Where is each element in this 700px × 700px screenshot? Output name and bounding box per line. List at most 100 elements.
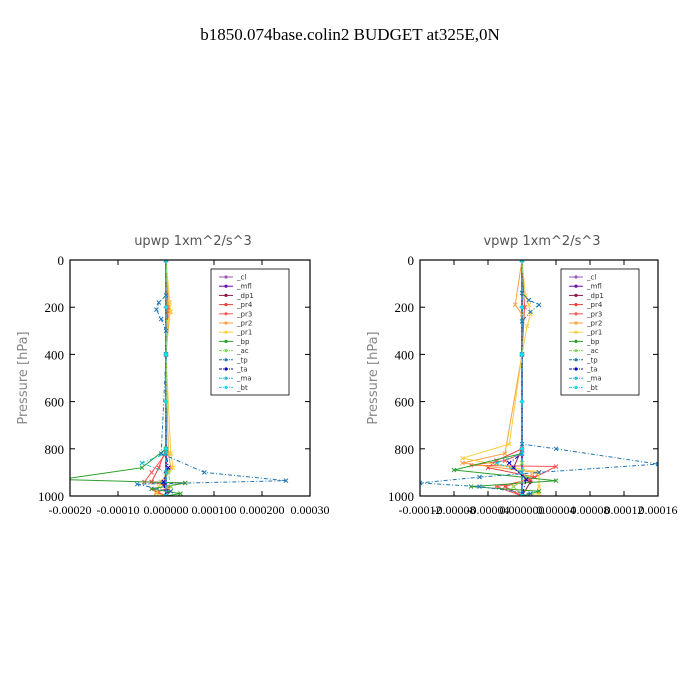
upwp-legend-label: _pr4	[236, 301, 253, 309]
upwp-legend-marker	[224, 275, 228, 279]
vpwp-legend-marker	[574, 330, 578, 334]
vpwp-y-tick-label: 1000	[388, 489, 414, 504]
vpwp-y-tick-label: 600	[395, 395, 415, 410]
upwp-y-tick-label: 0	[58, 253, 65, 268]
vpwp-data-point	[477, 484, 482, 489]
upwp-data-point	[163, 493, 169, 496]
vpwp-data-point	[522, 304, 527, 310]
vpwp-legend-label: _dp1	[586, 292, 604, 300]
vpwp-data-point	[526, 302, 532, 308]
upwp-data-point	[163, 493, 169, 496]
vpwp-legend-marker	[574, 293, 578, 297]
vpwp-data-point	[553, 446, 559, 452]
vpwp-data-point	[536, 488, 542, 494]
upwp-y-tick-label: 800	[45, 442, 65, 457]
vpwp-series-line-pr4	[486, 260, 537, 496]
vpwp-series-line-pr3	[470, 260, 557, 496]
vpwp-y-tick-label: 400	[395, 347, 415, 362]
vpwp-data-point	[477, 474, 482, 480]
vpwp-data-point	[655, 461, 658, 467]
vpwp-legend-marker	[574, 321, 578, 325]
vpwp-data-point	[519, 399, 525, 405]
vpwp-x-tick-label: -0.00008	[433, 503, 476, 517]
upwp-data-point	[163, 260, 169, 263]
upwp-legend-label: _ac	[236, 347, 249, 355]
upwp-series-line-bp	[70, 260, 186, 496]
upwp-legend-label: _ta	[236, 366, 248, 374]
figure-title: b1850.074base.colin2 BUDGET at325E,0N	[200, 25, 500, 44]
upwp-data-point	[167, 300, 173, 305]
vpwp-data-point	[506, 441, 512, 447]
vpwp-axes-frame	[419, 259, 659, 497]
vpwp-panel: vpwp 1xm^2/s^3 Pressure [hPa] 0 200 400 600…	[366, 234, 678, 517]
upwp-y-axis-label: Pressure [hPa]	[16, 331, 31, 424]
vpwp-data-point	[511, 484, 516, 489]
upwp-data-point	[163, 451, 169, 456]
vpwp-data-point	[553, 478, 559, 484]
vpwp-x-tick-label: -0.00012	[399, 503, 442, 517]
upwp-y-tick-label: 600	[45, 395, 65, 410]
vpwp-legend-marker	[574, 284, 578, 288]
vpwp-data-point	[523, 477, 529, 482]
vpwp-data-point	[519, 451, 525, 456]
upwp-legend-marker	[224, 349, 228, 353]
upwp-data-point	[154, 307, 159, 312]
vpwp-y-axis-label: Pressure [hPa]	[366, 331, 381, 424]
upwp-legend-marker	[224, 293, 228, 297]
upwp-legend-marker	[224, 321, 228, 325]
upwp-legend-marker	[224, 330, 228, 334]
upwp-plot-area: 0 200 400 600 800 1000-0.00020 -0.00010 0.00000…	[38, 253, 330, 517]
upwp-legend-marker	[224, 376, 228, 380]
upwp-x-tick-label: 0.000100	[192, 503, 237, 517]
vpwp-legend-label: _ta	[586, 366, 598, 374]
vpwp-x-tick-label: 0.00012	[605, 503, 644, 517]
upwp-y-tick-label: 400	[45, 347, 65, 362]
vpwp-legend-label: _pr4	[586, 301, 603, 309]
vpwp-legend-label: _bt	[586, 384, 598, 392]
upwp-data-point	[178, 491, 183, 496]
vpwp-y-tick-label: 800	[395, 442, 415, 457]
upwp-y-tick-label: 200	[45, 300, 65, 315]
vpwp-legend-label: _ac	[586, 347, 599, 355]
vpwp-data-point	[519, 260, 525, 263]
upwp-legend-label: _cl	[236, 274, 246, 282]
upwp-data-point	[139, 465, 145, 471]
upwp-x-tick-label: 0.000000	[144, 503, 189, 517]
upwp-x-tick-label: 0.000200	[240, 503, 285, 517]
upwp-data-point	[139, 460, 145, 466]
vpwp-plot-area: 0 200 400 600 800 1000-0.00012-0.00008-0.0000…	[388, 253, 678, 517]
upwp-legend-label: _bp	[236, 338, 250, 346]
vpwp-data-point	[519, 351, 525, 357]
upwp-data-point	[58, 477, 62, 481]
vpwp-data-point	[451, 467, 457, 473]
vpwp-series-group	[420, 260, 658, 496]
vpwp-legend-label: _ma	[586, 375, 602, 383]
upwp-data-point	[163, 304, 169, 310]
vpwp-y-tick-label: 200	[395, 300, 415, 315]
upwp-data-point	[156, 300, 162, 305]
upwp-data-point	[161, 479, 166, 485]
vpwp-legend-marker	[574, 367, 578, 371]
upwp-x-tick-label: 0.00030	[291, 503, 330, 517]
upwp-data-point	[166, 465, 171, 471]
vpwp-legend-label: _pr3	[586, 310, 602, 318]
upwp-data-point	[163, 260, 169, 263]
upwp-legend-label: _bt	[236, 384, 248, 392]
vpwp-x-tick-label: 0.000000	[500, 503, 545, 517]
vpwp-legend-label: _pr1	[586, 329, 602, 337]
vpwp-data-point	[519, 446, 525, 452]
upwp-data-point	[163, 328, 169, 334]
vpwp-data-point	[519, 493, 525, 496]
vpwp-data-point	[420, 480, 423, 486]
upwp-axes-frame	[69, 259, 311, 497]
upwp-legend-label: _ma	[236, 375, 252, 383]
vpwp-legend-marker	[574, 385, 578, 389]
upwp-data-point	[149, 486, 154, 492]
vpwp-legend-label: _tp	[586, 356, 598, 364]
vpwp-data-point	[519, 493, 525, 496]
vpwp-x-tick-label: 0.00008	[571, 503, 610, 517]
vpwp-data-point	[502, 451, 508, 456]
upwp-legend-label: _dp1	[236, 292, 254, 300]
vpwp-data-point	[460, 460, 465, 466]
